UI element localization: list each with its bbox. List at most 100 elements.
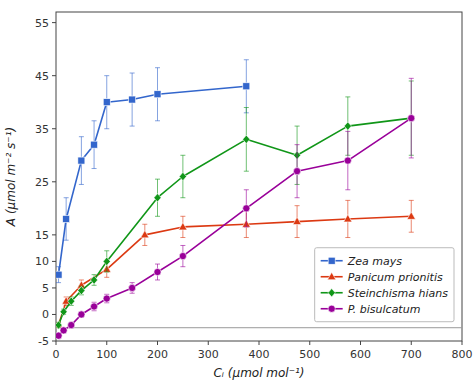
data-point — [90, 303, 97, 310]
x-tick — [360, 341, 361, 345]
x-tick — [259, 341, 260, 345]
y-tick — [52, 128, 56, 129]
y-tick-label: 55 — [35, 17, 49, 30]
y-tick-label: 0 — [42, 308, 49, 321]
x-tick-label: 700 — [401, 348, 422, 361]
data-point — [129, 284, 136, 291]
y-tick — [52, 261, 56, 262]
y-tick-label: 15 — [35, 229, 49, 242]
data-point — [90, 276, 97, 284]
data-point — [78, 286, 85, 294]
data-point — [243, 135, 250, 143]
x-tick-label: 300 — [198, 348, 219, 361]
legend-marker — [328, 289, 335, 297]
y-tick — [52, 341, 56, 342]
legend-label: Steinchisma hians — [348, 287, 449, 300]
data-point — [407, 212, 415, 220]
data-point — [91, 141, 98, 148]
error-bar — [79, 137, 84, 185]
x-axis-label: Cᵢ (μmol mol⁻¹) — [213, 366, 304, 380]
legend-marker — [328, 305, 335, 312]
y-axis-label: A (μmol m⁻² s⁻¹) — [4, 127, 18, 227]
error-bar — [244, 60, 249, 113]
legend-box — [315, 248, 454, 322]
data-point — [293, 168, 300, 175]
data-point — [179, 252, 186, 259]
legend-marker — [328, 257, 335, 264]
data-point — [344, 214, 352, 222]
data-point — [78, 157, 85, 164]
plot-frame — [56, 12, 462, 341]
data-point — [103, 257, 110, 265]
data-point — [243, 205, 250, 212]
data-point — [179, 222, 187, 230]
data-point — [141, 230, 149, 238]
x-tick-label: 100 — [96, 348, 117, 361]
x-tick-label: 0 — [53, 348, 60, 361]
plot-area — [56, 60, 462, 340]
y-tick-label: 45 — [35, 70, 49, 83]
data-point — [344, 122, 351, 130]
x-tick-label: 800 — [452, 348, 473, 361]
data-point — [60, 308, 67, 316]
error-bar — [130, 73, 135, 126]
chart: -5 0 5 10 15 25 35 45 55 0 100 200 300 400 500 600 700 80… — [0, 0, 474, 387]
data-point — [154, 194, 161, 202]
x-tick — [106, 341, 107, 345]
error-bar — [92, 121, 97, 169]
data-point — [103, 99, 110, 106]
x-tick-label: 200 — [147, 348, 168, 361]
error-bar — [155, 68, 160, 121]
error-bar — [104, 76, 109, 129]
y-axis: -5 0 5 10 15 25 35 45 55 — [35, 17, 56, 348]
data-point — [243, 83, 250, 90]
data-point — [179, 172, 186, 180]
series-line — [59, 86, 247, 274]
data-point — [103, 295, 110, 302]
series — [56, 60, 250, 283]
data-point — [344, 157, 351, 164]
reference-line — [56, 327, 462, 328]
x-tick — [56, 341, 57, 345]
y-tick — [52, 181, 56, 182]
legend: Zea mays Panicum prionitis Steinchisma hia… — [315, 248, 454, 322]
y-tick-label: -5 — [38, 335, 49, 348]
data-point — [129, 96, 136, 103]
error-bar — [64, 198, 69, 240]
data-point — [63, 215, 70, 222]
data-point — [60, 327, 67, 334]
x-tick-label: 500 — [299, 348, 320, 361]
data-point — [154, 91, 161, 98]
data-point — [56, 271, 62, 278]
x-tick — [208, 341, 209, 345]
legend-marker — [327, 272, 335, 280]
y-tick — [52, 234, 56, 235]
data-point — [68, 297, 75, 305]
data-point — [293, 217, 301, 225]
x-axis: 0 100 200 300 400 500 600 700 800 — [53, 341, 473, 361]
x-tick-label: 600 — [350, 348, 371, 361]
y-tick — [52, 75, 56, 76]
y-tick — [52, 287, 56, 288]
data-point — [408, 114, 415, 122]
legend-label: Panicum prionitis — [348, 271, 443, 284]
x-tick — [309, 341, 310, 345]
data-point — [408, 115, 415, 122]
legend-label: P. bisulcatum — [348, 303, 421, 316]
y-tick-label: 35 — [35, 123, 49, 136]
legend-label: Zea mays — [347, 255, 403, 268]
x-tick — [157, 341, 158, 345]
y-tick-label: 10 — [35, 255, 49, 268]
error-bar — [56, 267, 61, 283]
x-tick — [462, 341, 463, 345]
data-point — [68, 321, 75, 328]
y-tick — [52, 22, 56, 23]
y-tick-label: 5 — [42, 282, 49, 295]
data-point — [154, 268, 161, 275]
x-tick-label: 400 — [249, 348, 270, 361]
background — [0, 0, 474, 387]
y-tick — [52, 314, 56, 315]
x-tick — [411, 341, 412, 345]
data-point — [78, 311, 85, 318]
y-tick-label: 25 — [35, 176, 49, 189]
